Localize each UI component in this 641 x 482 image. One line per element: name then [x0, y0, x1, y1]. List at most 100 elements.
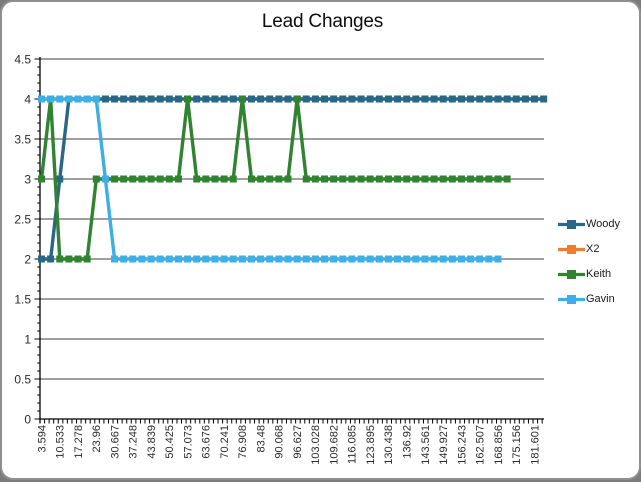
series-keith-marker — [148, 176, 155, 183]
x-tick-label: 162.507 — [475, 425, 487, 465]
series-keith-marker — [339, 176, 346, 183]
series-keith-marker — [394, 176, 401, 183]
x-tick-label: 149.927 — [438, 425, 450, 465]
y-tick-label: 0.5 — [14, 373, 31, 387]
legend-label: Gavin — [586, 293, 615, 305]
series-gavin-marker — [120, 256, 127, 263]
series-keith-marker — [193, 176, 200, 183]
series-woody-marker — [449, 96, 456, 103]
legend-swatch-woody — [558, 219, 585, 230]
series-woody-marker — [138, 96, 145, 103]
series-gavin-marker — [138, 256, 145, 263]
series-gavin-marker — [184, 256, 191, 263]
legend-item-keith: Keith — [558, 268, 620, 280]
y-tick-label: 4.5 — [14, 53, 31, 67]
series-keith-marker — [440, 176, 447, 183]
series-gavin-marker — [257, 256, 264, 263]
series-gavin-marker — [440, 256, 447, 263]
series-keith-marker — [230, 176, 237, 183]
x-tick-label: 83.48 — [255, 425, 267, 453]
series-woody-marker — [540, 96, 547, 103]
series-gavin-marker — [266, 256, 273, 263]
series-gavin-marker — [175, 256, 182, 263]
series-keith-marker — [166, 176, 173, 183]
series-keith-marker — [248, 176, 255, 183]
series-gavin-marker — [193, 256, 200, 263]
series-woody-marker — [321, 96, 328, 103]
x-tick-label: 116.085 — [347, 425, 359, 464]
series-woody-marker — [485, 96, 492, 103]
series-keith-marker — [294, 96, 301, 103]
series-keith-marker — [431, 176, 438, 183]
series-woody-marker — [157, 96, 164, 103]
series-gavin-marker — [84, 96, 91, 103]
series-gavin-marker — [403, 256, 410, 263]
series-keith-marker — [120, 176, 127, 183]
series-gavin-marker — [412, 256, 419, 263]
series-gavin-marker — [467, 256, 474, 263]
x-tick-label: 63.676 — [201, 425, 213, 459]
legend-swatch-gavin — [558, 294, 585, 305]
series-woody-marker — [412, 96, 419, 103]
series-gavin-marker — [285, 256, 292, 263]
series-keith-marker — [285, 176, 292, 183]
x-tick-label: 90.068 — [274, 425, 286, 459]
series-keith-marker — [75, 256, 82, 263]
series-keith-marker — [38, 176, 45, 183]
series-woody-marker — [303, 96, 310, 103]
series-woody-marker — [458, 96, 465, 103]
series-keith-marker — [485, 176, 492, 183]
series-gavin-marker — [239, 256, 246, 263]
series-gavin-marker — [275, 256, 282, 263]
series-keith-marker — [175, 176, 182, 183]
series-woody-marker — [467, 96, 474, 103]
series-woody-marker — [111, 96, 118, 103]
series-woody-marker — [421, 96, 428, 103]
y-tick-label: 0 — [24, 413, 31, 427]
x-tick-label: 57.073 — [182, 425, 194, 459]
series-gavin-marker — [38, 96, 45, 103]
series-gavin-marker — [339, 256, 346, 263]
series-gavin-marker — [303, 256, 310, 263]
series-woody-marker — [476, 96, 483, 103]
series-keith-marker — [495, 176, 502, 183]
series-woody-marker — [56, 176, 63, 183]
y-tick-label: 3 — [24, 173, 31, 187]
series-keith-marker — [467, 176, 474, 183]
series-gavin-marker — [431, 256, 438, 263]
series-woody-marker — [248, 96, 255, 103]
series-gavin-marker — [248, 256, 255, 263]
series-keith-marker — [348, 176, 355, 183]
series-keith-marker — [403, 176, 410, 183]
series-woody-marker — [285, 96, 292, 103]
x-tick-label: 30.667 — [109, 425, 121, 459]
series-gavin-marker — [102, 176, 109, 183]
series-keith-marker — [184, 96, 191, 103]
series-keith-marker — [138, 176, 145, 183]
series-keith-marker — [476, 176, 483, 183]
series-keith-marker — [65, 256, 72, 263]
series-keith-marker — [211, 176, 218, 183]
series-gavin-marker — [111, 256, 118, 263]
legend-label: Woody — [586, 218, 620, 230]
series-gavin-marker — [348, 256, 355, 263]
series-woody-marker — [129, 96, 136, 103]
series-woody-marker — [440, 96, 447, 103]
x-tick-label: 103.028 — [310, 425, 322, 465]
series-keith-marker — [221, 176, 228, 183]
series-gavin-marker — [421, 256, 428, 263]
series-keith-marker — [358, 176, 365, 183]
x-tick-label: 37.248 — [128, 425, 140, 459]
series-woody-marker — [385, 96, 392, 103]
series-keith-marker — [504, 176, 511, 183]
series-woody-marker — [504, 96, 511, 103]
series-woody-marker — [367, 96, 374, 103]
legend-label: Keith — [586, 268, 611, 280]
series-keith-marker — [412, 176, 419, 183]
series-keith-marker — [449, 176, 456, 183]
series-keith-marker — [312, 176, 319, 183]
x-tick-label: 70.241 — [219, 425, 231, 459]
series-keith-marker — [303, 176, 310, 183]
